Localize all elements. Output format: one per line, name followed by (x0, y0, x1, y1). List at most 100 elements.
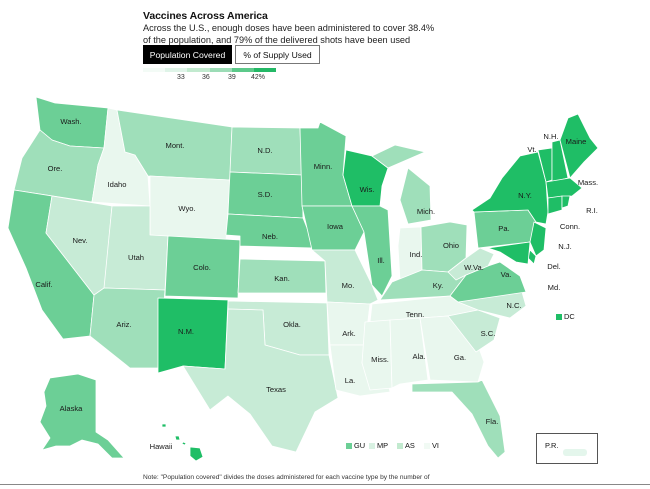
mp-label: MP (377, 441, 389, 450)
label-maryland: Md. (548, 283, 561, 292)
dc-swatch (556, 313, 562, 320)
color-scale-legend (143, 68, 277, 72)
as-label: AS (405, 441, 415, 450)
label-mississippi: Miss. (371, 355, 389, 364)
label-oregon: Ore. (48, 164, 63, 173)
label-wyoming: Wyo. (178, 204, 195, 213)
territory-vi[interactable]: VI (424, 441, 439, 450)
label-california: Calif. (35, 280, 52, 289)
label-kentucky: Ky. (433, 281, 443, 290)
vi-swatch (424, 442, 430, 449)
label-georgia: Ga. (454, 353, 466, 362)
state-west-virginia[interactable] (447, 247, 495, 281)
state-alaska[interactable] (39, 373, 125, 459)
label-utah: Utah (128, 253, 144, 262)
label-west-virginia: W.Va. (464, 263, 484, 272)
state-nebraska[interactable] (225, 213, 316, 249)
supply-used-toggle[interactable]: % of Supply Used (235, 45, 320, 64)
puerto-rico-label: P.R. (545, 441, 559, 450)
label-virginia: Va. (501, 270, 512, 279)
label-south-dakota: S.D. (258, 190, 273, 199)
label-wisconsin: Wis. (360, 185, 375, 194)
territory-mp[interactable]: MP (369, 441, 388, 450)
label-washington: Wash. (60, 117, 81, 126)
legend-tick: 42% (251, 74, 266, 81)
legend-tick: 36 (202, 74, 210, 81)
divider (0, 484, 650, 485)
label-ohio: Ohio (443, 241, 459, 250)
state-massachusetts[interactable] (545, 177, 583, 199)
label-montana: Mont. (166, 141, 185, 150)
label-connecticut: Conn. (560, 222, 580, 231)
puerto-rico-inset[interactable]: P.R. (536, 433, 598, 464)
population-covered-toggle[interactable]: Population Covered (143, 45, 232, 64)
state-maryland[interactable] (487, 241, 531, 265)
label-new-york: N.Y. (518, 191, 532, 200)
label-north-carolina: N.C. (506, 301, 521, 310)
state-connecticut[interactable] (547, 195, 563, 215)
legend-tick: 39 (228, 74, 236, 81)
state-iowa[interactable] (301, 205, 365, 251)
label-iowa: Iowa (327, 222, 344, 231)
state-new-york[interactable] (471, 151, 549, 225)
label-kansas: Kan. (274, 274, 290, 283)
state-alabama[interactable] (389, 317, 429, 389)
state-texas[interactable] (182, 308, 339, 453)
label-hawaii: Hawaii (150, 442, 173, 451)
state-colorado[interactable] (164, 235, 241, 299)
label-south-carolina: S.C. (481, 329, 496, 338)
gu-swatch (346, 442, 352, 449)
label-nebraska: Neb. (262, 232, 278, 241)
state-maine[interactable] (559, 113, 599, 179)
label-minnesota: Minn. (314, 162, 333, 171)
label-arizona: Ariz. (116, 320, 131, 329)
label-delaware: Del. (547, 262, 561, 271)
state-illinois[interactable] (351, 205, 393, 297)
gu-label: GU (354, 441, 366, 450)
footnote: Note: "Population covered" divides the d… (143, 474, 430, 481)
label-maine: Maine (566, 137, 587, 146)
territory-as[interactable]: AS (397, 441, 415, 450)
vi-label: VI (432, 441, 439, 450)
label-arkansas: Ark. (342, 329, 356, 338)
as-swatch (397, 442, 403, 449)
state-kansas[interactable] (237, 258, 327, 294)
state-florida[interactable] (411, 379, 506, 459)
state-michigan[interactable] (371, 144, 432, 225)
territory-gu[interactable]: GU (346, 441, 365, 450)
dc-label: DC (564, 312, 575, 321)
state-missouri[interactable] (311, 249, 379, 305)
label-rhode-island: R.I. (586, 206, 598, 215)
label-alabama: Ala. (412, 352, 425, 361)
dc-indicator[interactable]: DC (556, 312, 575, 321)
chart-title: Vaccines Across America (143, 10, 268, 22)
state-new-jersey[interactable] (529, 221, 547, 257)
state-south-carolina[interactable] (447, 309, 501, 353)
label-north-dakota: N.D. (257, 146, 272, 155)
label-oklahoma: Okla. (283, 320, 301, 329)
label-nevada: Nev. (72, 236, 87, 245)
label-new-jersey: N.J. (558, 242, 572, 251)
label-massachusetts: Mass. (578, 178, 598, 187)
state-rhode-island[interactable] (561, 195, 571, 209)
label-missouri: Mo. (342, 281, 355, 290)
legend-tick: 33 (177, 74, 185, 81)
label-vermont: Vt. (527, 145, 536, 154)
label-new-hampshire: N.H. (543, 132, 558, 141)
label-louisiana: La. (345, 376, 356, 385)
puerto-rico-shape (563, 449, 587, 456)
label-new-mexico: N.M. (178, 327, 194, 336)
mp-swatch (369, 442, 375, 449)
label-illinois: Ill. (377, 256, 385, 265)
label-colorado: Colo. (193, 263, 211, 272)
label-indiana: Ind. (410, 250, 423, 259)
label-florida: Fla. (486, 417, 499, 426)
chart-subtitle: Across the U.S., enough doses have been … (143, 23, 435, 45)
label-alaska: Alaska (60, 404, 84, 413)
label-pennsylvania: Pa. (498, 224, 509, 233)
label-michigan: Mich. (417, 207, 435, 216)
label-tennessee: Tenn. (406, 310, 425, 319)
state-hawaii[interactable] (161, 423, 204, 462)
state-mississippi[interactable] (361, 319, 393, 391)
